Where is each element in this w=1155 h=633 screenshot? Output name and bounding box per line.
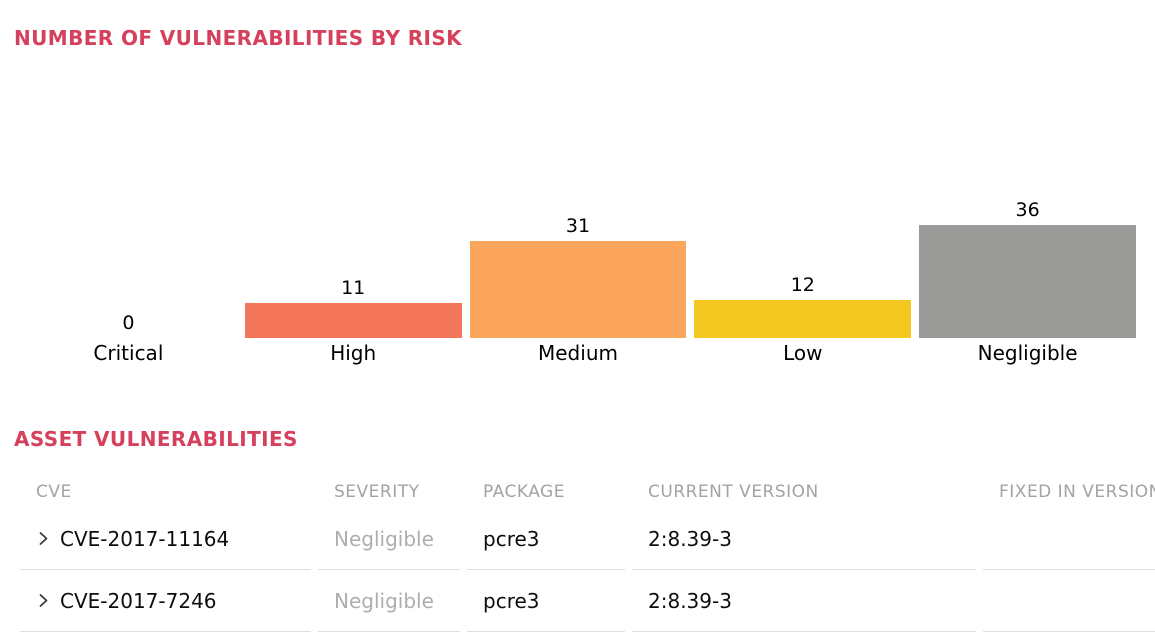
- bar-group-medium: 31: [466, 200, 691, 338]
- fixed-in-version-cell: [983, 570, 1155, 632]
- axis-label-medium: Medium: [538, 341, 618, 365]
- cve-cell: CVE-2017-7246: [20, 570, 311, 632]
- column-header-cve: CVE: [36, 482, 72, 502]
- bar-value-label: 36: [1015, 199, 1040, 221]
- table-row[interactable]: CVE-2017-7246 Negligible pcre3 2:8.39-3: [20, 570, 1155, 632]
- fixed-in-version-cell: [983, 508, 1155, 570]
- severity-cell: Negligible: [318, 570, 460, 632]
- asset-vulnerabilities-table: CVE SEVERITY PACKAGE CURRENT VERSION FIX…: [20, 476, 1155, 632]
- chevron-right-icon[interactable]: [38, 531, 49, 546]
- severity-value: Negligible: [334, 526, 434, 551]
- current-version-cell: 2:8.39-3: [632, 508, 976, 570]
- axis-label-negligible: Negligible: [977, 341, 1078, 365]
- cve-id: CVE-2017-11164: [60, 526, 230, 551]
- bar-group-low: 12: [690, 200, 915, 338]
- column-header-package: PACKAGE: [483, 482, 565, 502]
- severity-cell: Negligible: [318, 508, 460, 570]
- column-header-severity: SEVERITY: [334, 482, 420, 502]
- chevron-right-icon[interactable]: [38, 593, 49, 608]
- axis-label-high: High: [330, 341, 377, 365]
- bar-value-label: 11: [341, 277, 366, 299]
- column-header-current-version: CURRENT VERSION: [648, 482, 819, 502]
- bar-high: [244, 303, 462, 338]
- bar-group-high: 11: [241, 200, 466, 338]
- table-header-row: CVE SEVERITY PACKAGE CURRENT VERSION FIX…: [20, 476, 1155, 508]
- bar-medium: [469, 241, 687, 338]
- cve-cell: CVE-2017-11164: [20, 508, 311, 570]
- vulnerabilities-bar-chart: 0 11 31 12 36: [16, 200, 1140, 338]
- axis-label-critical: Critical: [93, 341, 164, 365]
- package-cell: pcre3: [467, 508, 625, 570]
- bar-value-label: 12: [790, 274, 815, 296]
- axis-label-low: Low: [783, 341, 823, 365]
- assets-section-title: ASSET VULNERABILITIES: [14, 427, 298, 451]
- bar-chart-category-axis: Critical High Medium Low Negligible: [16, 342, 1140, 364]
- cve-id: CVE-2017-7246: [60, 588, 217, 613]
- bar-negligible: [919, 225, 1136, 338]
- column-header-fixed-in-version: FIXED IN VERSION: [999, 482, 1155, 502]
- package-cell: pcre3: [467, 570, 625, 632]
- table-row[interactable]: CVE-2017-11164 Negligible pcre3 2:8.39-3: [20, 508, 1155, 570]
- severity-value: Negligible: [334, 588, 434, 613]
- current-version-cell: 2:8.39-3: [632, 570, 976, 632]
- chart-section-title: NUMBER OF VULNERABILITIES BY RISK: [14, 26, 463, 50]
- bar-value-label: 0: [122, 312, 135, 334]
- bar-group-critical: 0: [16, 200, 241, 338]
- bar-value-label: 31: [565, 215, 591, 237]
- bar-low: [694, 300, 912, 338]
- bar-group-negligible: 36: [915, 200, 1140, 338]
